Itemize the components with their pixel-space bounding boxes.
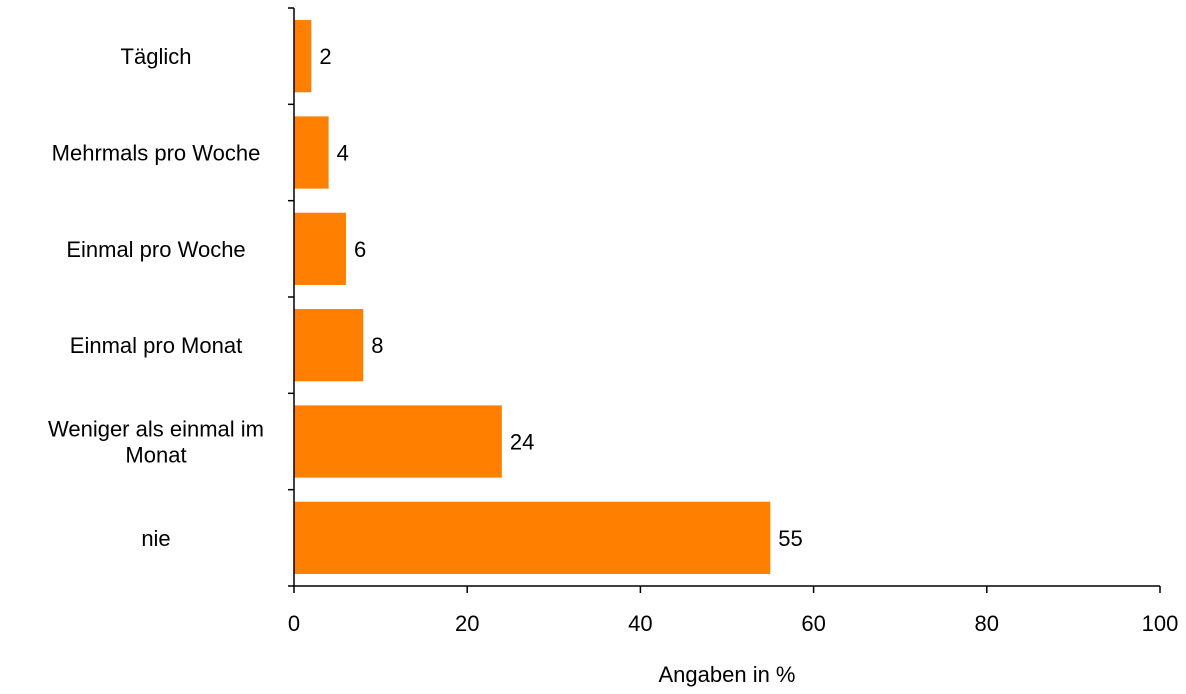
category-label-5: nie [141,526,170,551]
axes-layer [288,7,1161,593]
category-label-line: Monat [125,443,186,468]
bar-1 [294,116,329,189]
data-label-5: 55 [778,526,802,551]
bar-2 [294,212,346,285]
bar-4 [294,405,502,478]
bars-layer [294,20,771,574]
data-label-1: 4 [337,141,349,166]
x-tick-label-5: 100 [1142,611,1179,636]
category-label-1: Mehrmals pro Woche [52,141,261,166]
category-label-0: Täglich [121,44,192,69]
bar-5 [294,501,771,574]
category-label-line: Weniger als einmal im [48,417,264,442]
category-label-line: Einmal pro Monat [70,333,242,358]
data-label-0: 2 [319,44,331,69]
x-tick-label-1: 20 [455,611,479,636]
data-label-2: 6 [354,237,366,262]
category-label-2: Einmal pro Woche [66,237,245,262]
bar-0 [294,20,312,93]
x-axis-title: Angaben in % [659,662,796,687]
category-label-line: Täglich [121,44,192,69]
bar-3 [294,309,364,382]
category-label-line: Einmal pro Woche [66,237,245,262]
x-tick-label-0: 0 [288,611,300,636]
category-label-line: nie [141,526,170,551]
category-label-line: Mehrmals pro Woche [52,141,261,166]
labels-layer: 2 Täglich 4 Mehrmals pro Woche 6 Einmal pro W… [48,44,1178,636]
data-label-3: 8 [371,333,383,358]
x-tick-label-3: 60 [801,611,825,636]
x-tick-label-4: 80 [975,611,999,636]
category-label-3: Einmal pro Monat [70,333,242,358]
data-label-4: 24 [510,430,534,455]
x-tick-label-2: 40 [628,611,652,636]
category-label-4: Weniger als einmal im Monat [48,417,264,468]
